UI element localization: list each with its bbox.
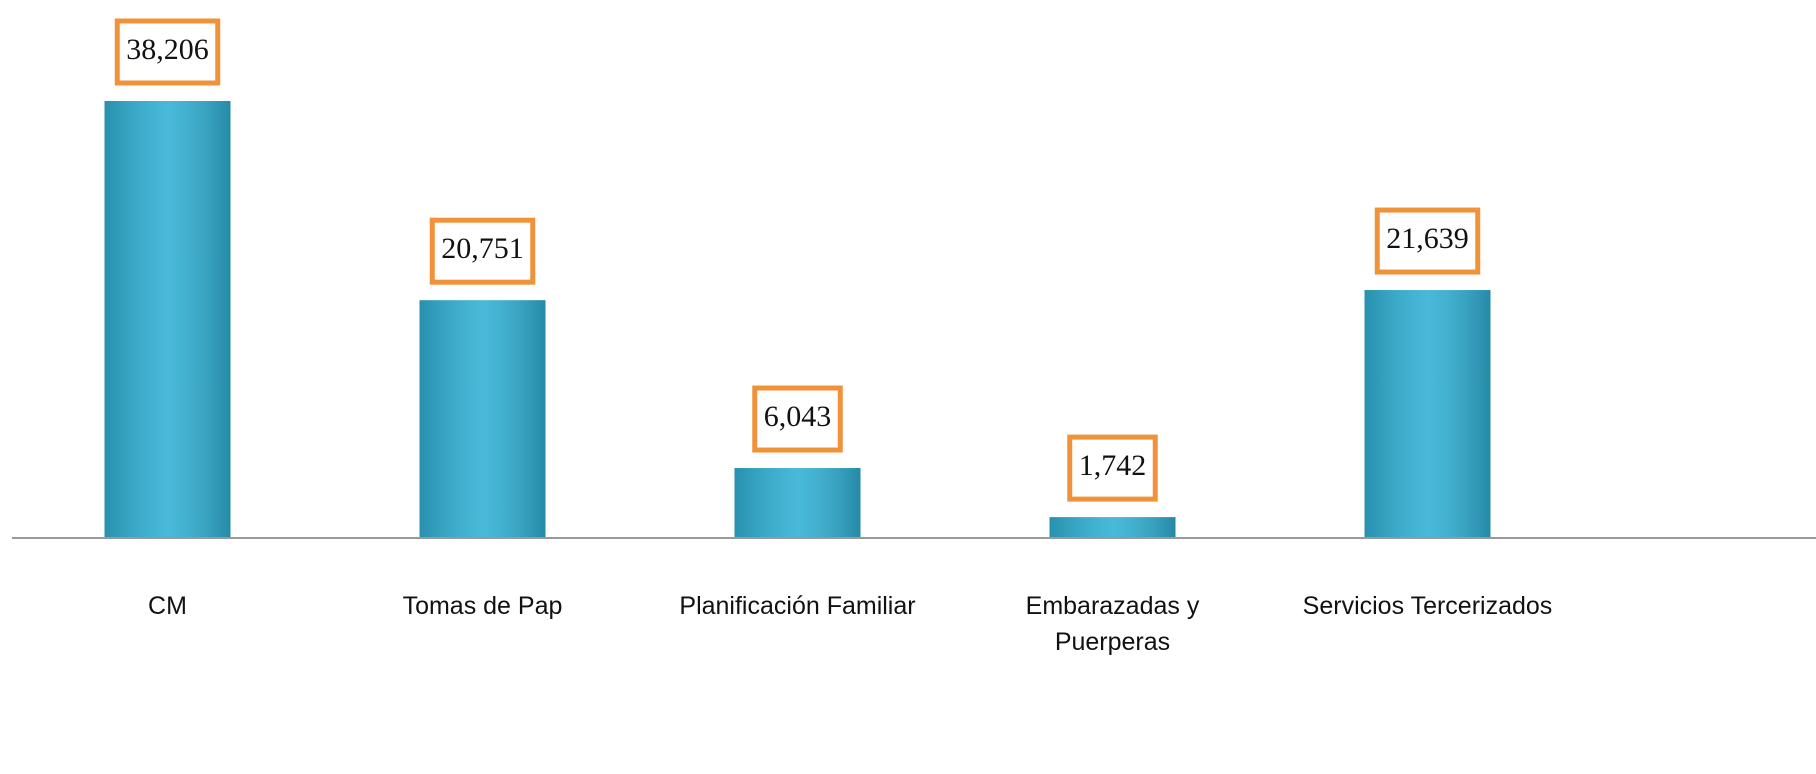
bar-shade: [1364, 290, 1491, 537]
x-tick-label: CM: [148, 592, 187, 620]
x-tick-label: Embarazadas y Puerperas: [1025, 592, 1200, 656]
bar-shade: [734, 468, 861, 537]
x-tick-label: Planificación Familiar: [679, 592, 916, 620]
value-label-box: [429, 217, 536, 285]
bar-shade: [104, 101, 231, 537]
value-label: 38,206: [126, 33, 209, 66]
x-tick-label: Tomas de Pap: [402, 592, 563, 620]
value-label-box: [1374, 207, 1481, 275]
value-label-box: [114, 18, 221, 86]
bar-shade: [1049, 517, 1176, 537]
x-tick-label: Servicios Tercerizados: [1302, 592, 1553, 620]
bar-shade: [419, 300, 546, 537]
value-label: 21,639: [1386, 222, 1469, 255]
value-label: 1,742: [1079, 449, 1147, 482]
value-label-box: [752, 385, 843, 453]
value-label-box: [1067, 434, 1158, 502]
value-label: 20,751: [441, 232, 524, 265]
value-label: 6,043: [764, 400, 832, 433]
